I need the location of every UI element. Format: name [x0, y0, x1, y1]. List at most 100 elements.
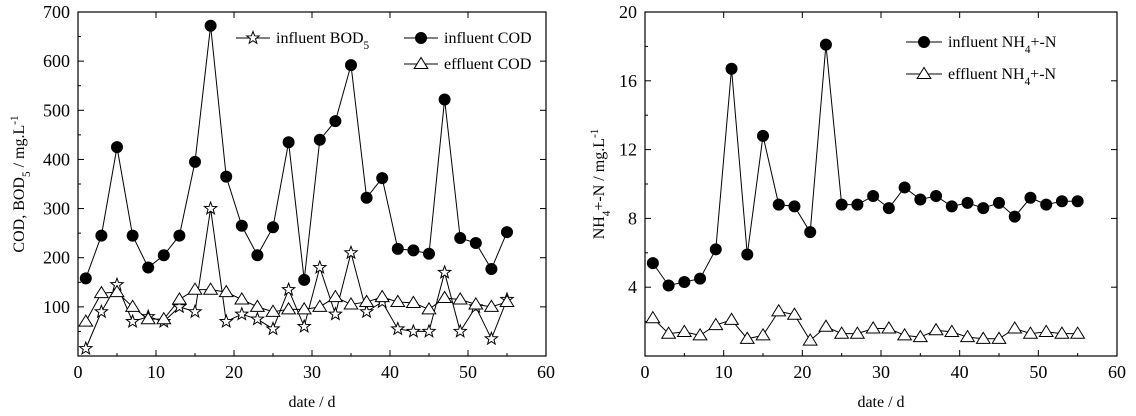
y-axis-title: COD, BOD5 / mg.L-1 — [9, 115, 33, 252]
data-point — [421, 323, 437, 338]
data-point — [993, 196, 1005, 209]
data-point — [501, 226, 513, 239]
data-point — [1008, 210, 1021, 223]
x-tick-label: 0 — [74, 362, 83, 382]
data-point — [202, 282, 219, 295]
legend-marker — [415, 32, 427, 44]
legend: influent BOD5 influent COD effluent COD — [236, 30, 532, 73]
data-point — [928, 322, 944, 336]
data-point — [93, 285, 110, 299]
data-point — [407, 244, 420, 257]
data-point — [391, 242, 404, 255]
text-part: +-N / mg.L — [591, 138, 608, 211]
data-point — [961, 196, 974, 209]
data-point — [204, 19, 217, 32]
data-point — [329, 115, 342, 128]
text-part: +-N — [1030, 66, 1056, 83]
series-line — [85, 289, 508, 322]
data-point — [126, 229, 139, 242]
data-point — [676, 324, 693, 337]
data-point — [376, 172, 389, 185]
legend-label: influent BOD5 — [276, 30, 370, 52]
x-tick-label: 10 — [715, 362, 733, 382]
data-point — [945, 200, 958, 213]
x-tick-label: 50 — [1029, 362, 1047, 382]
data-point — [359, 303, 375, 319]
x-axis-title: date / d — [288, 394, 335, 411]
text-part: +-N — [1030, 34, 1056, 51]
y-tick-label: 20 — [619, 2, 637, 22]
data-point — [454, 232, 467, 245]
y-tick-label: 4 — [628, 277, 637, 297]
data-point — [867, 190, 880, 203]
data-point — [405, 295, 422, 308]
legend-label: effluent NH4+-N — [948, 66, 1057, 88]
y-tick-label: 8 — [628, 208, 637, 228]
data-point — [234, 306, 250, 321]
data-point — [1024, 191, 1037, 204]
legend-item: influent COD — [404, 30, 532, 47]
data-point — [991, 331, 1007, 344]
data-point — [896, 327, 913, 341]
series-2 — [78, 282, 515, 327]
text-part: influent COD — [444, 30, 532, 47]
data-point — [835, 198, 848, 211]
data-point — [1069, 326, 1086, 339]
data-point — [818, 319, 834, 332]
y-tick-label: 200 — [43, 248, 70, 268]
data-point — [1071, 195, 1084, 208]
data-point — [930, 190, 943, 203]
legend-label: influent COD — [444, 30, 532, 47]
data-point — [281, 281, 297, 297]
y-tick-label: 300 — [43, 199, 70, 219]
data-point — [343, 244, 359, 260]
data-point — [405, 323, 421, 338]
data-point — [93, 303, 109, 319]
data-point — [189, 155, 201, 168]
data-point — [851, 198, 864, 211]
data-point — [280, 301, 297, 315]
legend-marker — [413, 56, 429, 70]
data-point — [788, 200, 801, 213]
series-1 — [79, 19, 513, 286]
data-point — [660, 326, 677, 339]
data-point — [662, 279, 675, 292]
data-point — [360, 191, 373, 204]
x-tick-label: 60 — [1108, 362, 1126, 382]
text-part: -1 — [9, 115, 21, 124]
x-tick-label: 50 — [459, 362, 477, 382]
plot-frame — [644, 11, 1118, 357]
data-point — [469, 236, 482, 249]
y-tick-label: 100 — [43, 297, 70, 317]
legend-item: influent NH4+-N — [906, 34, 1057, 56]
data-point — [220, 170, 233, 183]
data-point — [646, 257, 659, 270]
chart-cod-bod: 0 10 20 30 40 50 60 100 200 300 400 500 600 700 date /… — [9, 2, 555, 411]
data-point — [157, 249, 170, 262]
legend-marker — [916, 66, 932, 80]
data-point — [251, 249, 264, 262]
data-point — [249, 311, 265, 326]
y-tick-label: 500 — [43, 100, 70, 120]
data-point — [709, 243, 722, 256]
data-point — [1040, 198, 1053, 211]
data-point — [819, 38, 832, 51]
x-tick-label: 20 — [793, 362, 811, 382]
data-point — [757, 129, 769, 142]
data-point — [739, 331, 755, 344]
data-point — [109, 284, 125, 298]
legend-item: influent BOD5 — [236, 30, 370, 52]
data-point — [944, 324, 960, 337]
data-point — [313, 133, 326, 146]
data-point — [124, 299, 141, 312]
data-point — [725, 62, 738, 75]
data-point — [645, 310, 661, 324]
data-point — [694, 272, 707, 285]
data-point — [267, 221, 279, 234]
data-point — [265, 304, 281, 317]
series-0 — [646, 38, 1084, 292]
data-point — [468, 296, 484, 310]
legend-label: effluent COD — [444, 56, 531, 73]
x-tick-label: 20 — [225, 362, 243, 382]
data-point — [173, 229, 186, 242]
